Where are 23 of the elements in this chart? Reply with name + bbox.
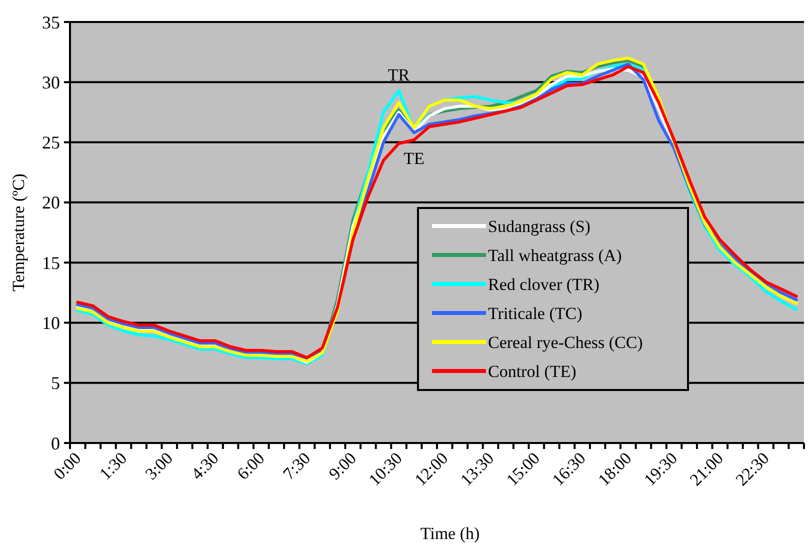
y-axis-title: Temperature (ºC) — [9, 174, 28, 292]
annotation: TE — [404, 148, 424, 168]
legend-label: Tall wheatgrass (A) — [488, 246, 622, 265]
y-tick-label: 20 — [42, 192, 60, 213]
x-tick-label: 7:30 — [279, 448, 314, 484]
legend-label: Control (TE) — [488, 362, 576, 381]
annotation: TR — [388, 66, 410, 85]
y-tick-label: 30 — [42, 72, 60, 92]
legend-label: Sudangrass (S) — [488, 216, 590, 236]
y-tick-label: 25 — [42, 132, 60, 153]
x-tick-label: 4:30 — [187, 448, 222, 484]
legend-label: Cereal rye-Chess (CC) — [488, 332, 643, 352]
y-tick-label: 35 — [42, 12, 60, 32]
x-tick-label: 9:00 — [325, 448, 360, 484]
x-tick-label: 6:00 — [233, 448, 268, 484]
x-axis-title: Time (h) — [420, 524, 480, 543]
y-tick-label: 10 — [42, 313, 60, 334]
y-tick-label: 15 — [42, 252, 60, 273]
legend-label: Triticale (TC) — [488, 304, 582, 323]
y-tick-label: 5 — [51, 373, 60, 394]
x-tick-label: 1:30 — [96, 448, 131, 484]
x-tick-label: 3:00 — [142, 448, 176, 484]
legend-label: Red clover (TR) — [488, 274, 600, 294]
